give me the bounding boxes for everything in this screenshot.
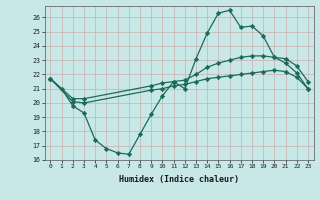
X-axis label: Humidex (Indice chaleur): Humidex (Indice chaleur) [119,175,239,184]
